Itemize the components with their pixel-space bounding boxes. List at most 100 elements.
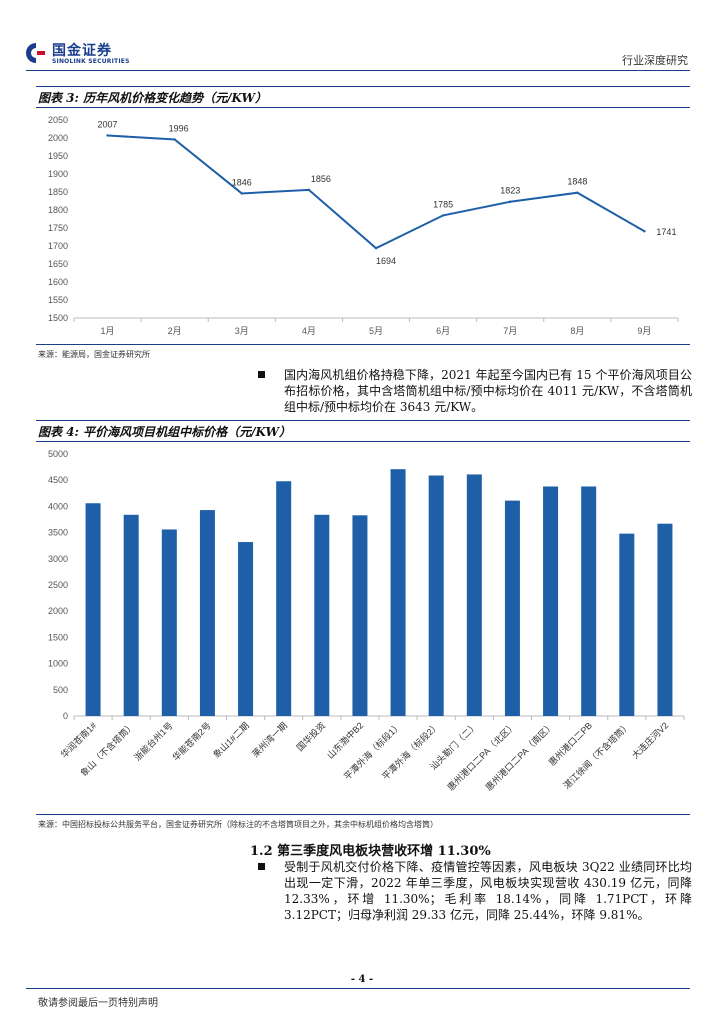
y-tick-label: 1650 bbox=[48, 259, 68, 269]
bar bbox=[199, 510, 215, 716]
y-tick-label: 1600 bbox=[48, 277, 68, 287]
data-point bbox=[307, 188, 311, 192]
y-tick-label: 3000 bbox=[48, 554, 68, 564]
y-tick-label: 1000 bbox=[48, 659, 68, 669]
y-tick-label: 4000 bbox=[48, 501, 68, 511]
x-tick-label: 1月 bbox=[101, 326, 115, 336]
y-tick-label: 1550 bbox=[48, 295, 68, 305]
bullet-paragraph-1: 国内海风机组价格持稳下降，2021 年起至今国内已有 15 个平价海风项目公布招… bbox=[258, 367, 692, 417]
bar bbox=[85, 503, 101, 716]
x-tick-label: 华能苍南2号 bbox=[170, 720, 213, 763]
figure3-title-rule bbox=[36, 107, 690, 108]
square-bullet-icon bbox=[258, 371, 265, 378]
x-tick-label: 大连庄河V2 bbox=[629, 720, 670, 761]
y-tick-label: 0 bbox=[63, 711, 68, 721]
bar bbox=[619, 533, 635, 716]
figure4-title: 图表 4: 平价海风项目机组中标价格（元/KW） bbox=[38, 425, 291, 439]
x-tick-label: 惠州港口二PA（北区） bbox=[445, 720, 518, 793]
y-tick-label: 2000 bbox=[48, 133, 68, 143]
x-tick-label: 湛江徐闻（不含塔筒） bbox=[561, 720, 632, 791]
y-tick-label: 1850 bbox=[48, 187, 68, 197]
bar bbox=[428, 475, 444, 716]
figure3-source: 来源：能源局，国金证券研究所 bbox=[38, 350, 150, 359]
data-label: 1694 bbox=[376, 256, 396, 266]
y-tick-label: 500 bbox=[53, 685, 68, 695]
figure4-source: 来源：中国招标投标公共服务平台，国金证券研究所（除标注的不含塔筒项目之外，其余中… bbox=[38, 820, 438, 829]
x-tick-label: 山东渤中B2 bbox=[324, 720, 365, 761]
bar bbox=[123, 514, 139, 716]
page-number: - 4 - bbox=[350, 974, 374, 985]
bar bbox=[657, 523, 673, 716]
x-tick-label: 5月 bbox=[369, 326, 383, 336]
x-tick-label: 8月 bbox=[570, 326, 584, 336]
series-line bbox=[107, 134, 645, 250]
company-logo: 国金证券 SINOLINK SECURITIES bbox=[26, 40, 134, 70]
y-tick-label: 1750 bbox=[48, 223, 68, 233]
figure4-title-rule bbox=[36, 441, 690, 442]
data-label: 1856 bbox=[311, 174, 331, 184]
bar bbox=[352, 515, 368, 716]
bullet-1-text: 国内海风机组价格持稳下降，2021 年起至今国内已有 15 个平价海风项目公布招… bbox=[284, 368, 692, 414]
x-tick-label: 莱州湾一期 bbox=[249, 720, 289, 760]
data-point bbox=[509, 200, 512, 203]
bar bbox=[161, 529, 177, 716]
bar bbox=[238, 542, 254, 716]
y-tick-label: 2050 bbox=[48, 115, 68, 125]
data-point bbox=[643, 230, 646, 233]
data-label: 1848 bbox=[567, 177, 587, 187]
y-tick-label: 2500 bbox=[48, 580, 68, 590]
figure4-bottom-rule bbox=[36, 814, 690, 815]
x-tick-label: 6月 bbox=[436, 326, 450, 336]
x-tick-label: 2月 bbox=[168, 326, 182, 336]
x-tick-label: 国华投资 bbox=[294, 720, 327, 753]
figure4-bar-chart: 0 500 1000 1500 2000 2500 3000 3500 4000 4500 5000… bbox=[48, 449, 685, 793]
square-bullet-icon bbox=[258, 863, 265, 870]
data-point bbox=[240, 192, 243, 195]
x-tick-label: 浙能台州1号 bbox=[132, 720, 175, 763]
y-tick-label: 1900 bbox=[48, 169, 68, 179]
x-tick-label: 惠州港口二PA（南区） bbox=[483, 720, 556, 793]
data-label: 1741 bbox=[656, 227, 676, 237]
bar bbox=[466, 474, 482, 716]
x-tick-label: 3月 bbox=[235, 326, 249, 336]
data-label: 1823 bbox=[500, 186, 520, 196]
x-tick-label: 4月 bbox=[302, 326, 316, 336]
data-point bbox=[576, 191, 579, 194]
report-category: 行业深度研究 bbox=[622, 54, 688, 67]
y-tick-label: 2000 bbox=[48, 606, 68, 616]
data-point bbox=[106, 134, 109, 137]
x-tick-label: 9月 bbox=[637, 326, 651, 336]
data-point bbox=[441, 214, 445, 217]
data-point bbox=[173, 138, 176, 141]
bar bbox=[543, 486, 559, 716]
y-tick-label: 3500 bbox=[48, 528, 68, 538]
x-tick-label: 7月 bbox=[503, 326, 517, 336]
y-tick-label: 5000 bbox=[48, 449, 68, 459]
bar bbox=[276, 481, 292, 716]
figure4-top-rule bbox=[36, 420, 690, 421]
figure3-title: 图表 3: 历年风机价格变化趋势（元/KW） bbox=[38, 91, 267, 105]
bullet-paragraph-2: 受制于风机交付价格下降、疫情管控等因素，风电板块 3Q22 业绩同环比均出现一定… bbox=[258, 859, 692, 925]
x-tick-label: 象山1#二期 bbox=[211, 720, 251, 760]
logo-mark-icon bbox=[26, 43, 45, 63]
bullet-2-text: 受制于风机交付价格下降、疫情管控等因素，风电板块 3Q22 业绩同环比均出现一定… bbox=[284, 860, 692, 922]
figure3-line-chart: 1500 1550 1600 1650 1700 1750 1800 1850 1900 1950… bbox=[48, 115, 679, 336]
y-tick-label: 1800 bbox=[48, 205, 68, 215]
bar bbox=[504, 500, 520, 716]
figure3-top-rule bbox=[36, 86, 690, 87]
header-divider bbox=[26, 70, 690, 71]
y-tick-label: 4500 bbox=[48, 475, 68, 485]
logo-cn-text: 国金证券 bbox=[52, 43, 112, 59]
data-label: 1846 bbox=[232, 177, 252, 187]
y-tick-label: 1700 bbox=[48, 241, 68, 251]
bar bbox=[390, 469, 406, 716]
data-label: 2007 bbox=[98, 119, 118, 129]
figure3-bottom-rule bbox=[36, 344, 690, 345]
data-label: 1785 bbox=[433, 199, 453, 209]
section-heading: 1.2 第三季度风电板块营收环增 11.30% bbox=[250, 844, 491, 859]
y-tick-label: 1500 bbox=[48, 313, 68, 323]
y-tick-label: 1500 bbox=[48, 632, 68, 642]
data-label: 1996 bbox=[169, 123, 189, 133]
y-tick-label: 1950 bbox=[48, 151, 68, 161]
bar bbox=[314, 514, 330, 716]
